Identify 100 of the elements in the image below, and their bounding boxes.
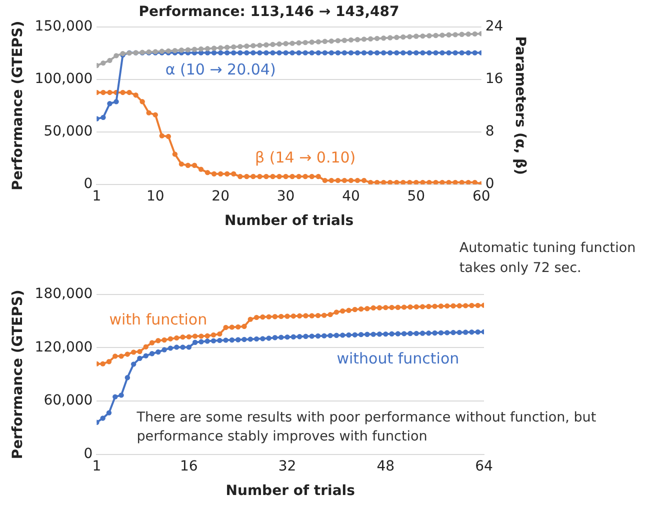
point <box>407 180 412 184</box>
point <box>309 50 314 56</box>
x-tick-label: 32 <box>278 458 296 474</box>
y2-tick-label: 8 <box>485 124 494 140</box>
y-axis-title: Performance (GTEPS) <box>10 290 26 460</box>
x-tick-label: 10 <box>146 188 164 204</box>
point <box>250 174 256 180</box>
x-tick-label: 60 <box>472 188 490 204</box>
point <box>296 40 302 46</box>
point <box>218 50 224 56</box>
x-axis-title: Number of trials <box>224 213 354 230</box>
point <box>244 50 250 56</box>
point <box>257 42 262 48</box>
point <box>192 162 198 168</box>
point <box>290 50 295 56</box>
point <box>407 34 412 40</box>
point <box>440 50 445 56</box>
point <box>348 178 354 184</box>
point <box>290 174 295 180</box>
point <box>211 50 217 56</box>
point <box>407 50 412 56</box>
point <box>374 50 380 56</box>
point <box>400 180 406 184</box>
y-tick-label: 0 <box>84 176 93 192</box>
point <box>231 171 236 176</box>
point <box>166 134 172 140</box>
point <box>114 53 119 58</box>
point <box>380 180 386 184</box>
point <box>394 50 400 56</box>
point <box>302 50 308 56</box>
point <box>374 36 380 42</box>
point <box>257 50 262 56</box>
point <box>120 90 126 96</box>
point <box>335 38 341 44</box>
x-tick-label: 16 <box>180 458 198 474</box>
point <box>264 50 269 56</box>
point <box>316 39 321 44</box>
point <box>420 180 426 184</box>
point <box>433 180 438 184</box>
point <box>250 43 256 48</box>
point <box>146 110 152 116</box>
point <box>218 171 224 176</box>
point <box>380 50 386 56</box>
point <box>368 180 374 184</box>
point <box>316 50 321 56</box>
point <box>244 174 250 180</box>
point <box>192 46 198 52</box>
point <box>388 50 393 56</box>
point <box>388 180 393 184</box>
point <box>178 48 184 53</box>
point <box>414 180 419 184</box>
point <box>472 180 478 184</box>
point <box>309 174 314 180</box>
x-tick-label: 1 <box>92 458 102 474</box>
text: Automatic tuning function takes only 72 sec. <box>459 240 636 276</box>
point <box>107 90 112 96</box>
point <box>368 50 374 56</box>
point <box>466 180 471 184</box>
point <box>302 40 308 46</box>
point <box>394 34 400 40</box>
point <box>426 180 432 184</box>
point <box>126 90 132 96</box>
point <box>302 174 308 180</box>
point <box>250 50 256 56</box>
point <box>420 33 426 39</box>
point <box>276 174 282 180</box>
point <box>264 42 269 48</box>
point <box>283 41 288 46</box>
point <box>231 44 236 50</box>
y-axis-title: Performance (GTEPS) <box>10 20 26 190</box>
x-tick-label: 1 <box>92 188 102 204</box>
point <box>354 178 360 184</box>
point <box>380 36 386 41</box>
point <box>107 58 112 64</box>
point <box>446 32 452 38</box>
point <box>185 162 191 168</box>
x-tick-label: 40 <box>342 188 360 204</box>
point <box>394 180 400 184</box>
x-axis-title: Number of trials <box>226 483 355 500</box>
point <box>433 32 438 38</box>
point <box>270 42 276 48</box>
point <box>361 178 367 184</box>
point <box>426 33 432 38</box>
point <box>100 114 106 120</box>
point <box>100 90 106 96</box>
series-label: α (10 → 20.04) <box>165 60 276 79</box>
point <box>400 50 406 56</box>
point <box>374 180 380 184</box>
point <box>361 50 367 56</box>
point <box>276 50 282 56</box>
x-tick-label: 64 <box>475 458 493 474</box>
point <box>107 101 112 106</box>
point <box>204 170 210 176</box>
point <box>244 44 250 49</box>
y-tick-label: 50,000 <box>44 124 93 140</box>
point <box>466 50 471 56</box>
chart-title: Performance: 113,146 → 143,487 <box>138 4 400 20</box>
point <box>238 50 243 56</box>
point <box>296 50 302 56</box>
point <box>172 152 178 157</box>
